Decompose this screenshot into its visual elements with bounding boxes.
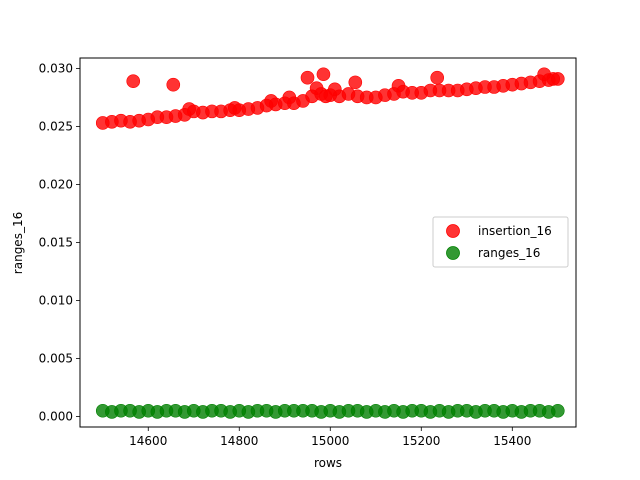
y-tick-label: 0.000 xyxy=(39,410,73,424)
point-insertion-16 xyxy=(316,67,331,82)
y-tick-label: 0.020 xyxy=(39,177,73,191)
y-tick-label: 0.005 xyxy=(39,352,73,366)
legend: insertion_16 ranges_16 xyxy=(432,216,569,268)
y-tick-label: 0.030 xyxy=(39,61,73,75)
point-ranges-16 xyxy=(550,403,565,418)
point-insertion-16 xyxy=(126,74,141,89)
point-insertion-16 xyxy=(166,77,181,92)
x-tick-label: 14600 xyxy=(129,434,167,448)
x-tick-label: 15400 xyxy=(493,434,531,448)
y-tick-label: 0.010 xyxy=(39,294,73,308)
point-insertion-16 xyxy=(348,75,363,90)
point-insertion-16 xyxy=(430,70,445,85)
legend-marker-ranges-16 xyxy=(446,246,460,260)
x-axis-label: rows xyxy=(314,456,342,470)
points-layer xyxy=(95,67,565,419)
legend-marker-insertion-16 xyxy=(446,224,460,238)
y-tick-label: 0.025 xyxy=(39,119,73,133)
x-axis-ticks: 14600 14800 15000 15200 15400 xyxy=(129,427,531,448)
x-tick-label: 15200 xyxy=(402,434,440,448)
y-tick-label: 0.015 xyxy=(39,236,73,250)
point-insertion-16 xyxy=(300,70,315,85)
legend-label-insertion-16: insertion_16 xyxy=(478,224,552,238)
x-tick-label: 15000 xyxy=(311,434,349,448)
legend-label-ranges-16: ranges_16 xyxy=(478,246,540,260)
legend-frame xyxy=(432,216,569,268)
x-tick-label: 14800 xyxy=(220,434,258,448)
y-axis-ticks: 0.000 0.005 0.010 0.015 0.020 0.025 0.030 xyxy=(39,61,80,424)
point-insertion-16 xyxy=(550,72,565,86)
y-axis-label: ranges_16 xyxy=(11,212,25,274)
